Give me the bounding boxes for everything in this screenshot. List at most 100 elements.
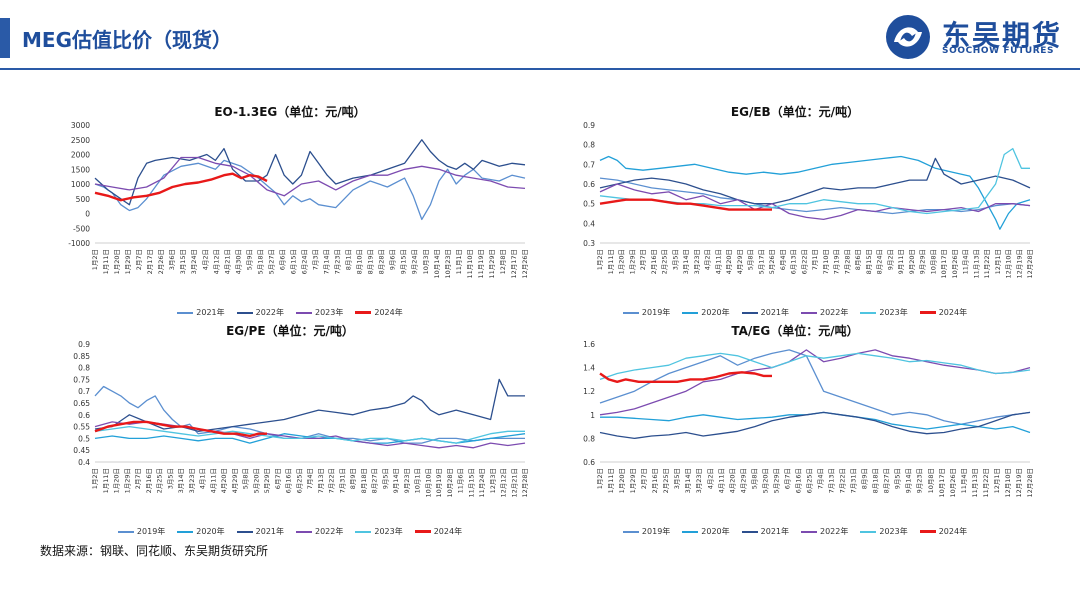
x-tick-label: 10月23日 (444, 249, 452, 279)
y-tick-label: 0.3 (583, 239, 595, 248)
legend-swatch (622, 530, 639, 533)
legend-swatch (296, 530, 312, 533)
legend-swatch (860, 530, 877, 533)
x-tick-label: 5月26日 (768, 249, 776, 274)
x-tick-label: 2月7日 (135, 249, 143, 270)
x-tick-label: 9月14日 (392, 468, 400, 493)
x-tick-label: 12月10日 (1004, 468, 1012, 498)
y-tick-label: 0.6 (78, 411, 90, 420)
legend-item: 2023年 (296, 307, 343, 318)
x-tick-label: 1月2日 (91, 249, 99, 270)
y-tick-label: 1500 (71, 165, 90, 174)
legend-label: 2020年 (701, 308, 730, 317)
legend-swatch (741, 530, 758, 533)
chart-legend: 2019年 2020年 2021年 2022年 2023年 2024年 (40, 526, 540, 537)
x-tick-label: 8月18日 (360, 468, 368, 493)
x-tick-label: 9月29日 (919, 249, 927, 274)
chart-eg-eb-plot: 0.3 0.4 0.5 0.6 0.7 0.8 0.9 1月2日 1月11日 1月20日 1月29日… (583, 121, 1034, 279)
chart-legend: 2019年 2020年 2021年 2022年 2023年 2024年 (545, 307, 1045, 318)
x-tick-label: 8月15日 (865, 249, 873, 274)
x-tick-label: 1月20日 (113, 249, 121, 274)
x-tick-label: 11月29日 (488, 249, 496, 279)
legend-swatch (801, 530, 817, 533)
x-tick-label: 12月8日 (499, 249, 507, 274)
x-tick-label: 9月23日 (403, 468, 411, 493)
legend-item: 2022年 (801, 526, 848, 537)
legend-swatch (296, 311, 312, 314)
x-tick-label: 8月1日 (345, 249, 353, 270)
x-tick-label: 7月1日 (811, 249, 819, 270)
x-tick-label: 10月8日 (927, 468, 935, 493)
legend-label: 2023年 (879, 308, 908, 317)
legend-item: 2020年 (177, 526, 225, 537)
x-tick-label: 7月22日 (839, 468, 847, 493)
y-tick-label: 1.2 (583, 387, 595, 396)
x-tick-label: 1月29日 (124, 249, 132, 274)
x-tick-label: 7月14日 (323, 249, 331, 274)
y-tick-label: 0.4 (583, 219, 595, 228)
y-tick-label: 1.4 (583, 364, 595, 373)
x-tick-label: 11月4日 (960, 468, 968, 493)
x-tick-label: 6月13日 (790, 249, 798, 274)
x-tick-label: 10月1日 (414, 468, 422, 493)
x-tick-label: 4月2日 (704, 249, 712, 270)
x-tick-label: 3月6日 (168, 249, 176, 270)
legend-item: 2021年 (741, 526, 789, 537)
x-tick-label: 9月5日 (894, 468, 902, 489)
x-tick-label: 8月27日 (371, 468, 379, 493)
x-tick-label: 1月29日 (628, 249, 636, 274)
x-tick-label: 11月1日 (455, 249, 463, 274)
y-tick-label: 0.55 (73, 423, 90, 432)
legend-swatch (741, 311, 758, 314)
header-rule (0, 68, 1080, 70)
x-tick-label: 2月7日 (640, 468, 648, 489)
x-tick-label: 12月21日 (510, 468, 518, 498)
x-tick-label: 3月15日 (179, 249, 187, 274)
legend-swatch (801, 311, 817, 314)
x-tick-label: 6月16日 (794, 468, 802, 493)
x-tick-label: 2月17日 (146, 249, 154, 274)
x-tick-label: 8月19日 (367, 249, 375, 274)
x-tick-label: 11月4日 (962, 249, 970, 274)
x-tick-label: 9月5日 (381, 468, 389, 489)
legend-label: 2020年 (196, 527, 225, 536)
x-tick-label: 5月29日 (772, 468, 780, 493)
chart-legend: 2021年 2022年 2023年 2024年 (40, 307, 540, 318)
legend-item: 2024年 (355, 307, 403, 318)
x-tick-label: 6月6日 (278, 249, 286, 270)
legend-swatch (682, 311, 699, 314)
chart-eg-eb: EG/EB（单位：元/吨） 0.3 0.4 0.5 0.6 0.7 0.8 0.9 1月2日 1… (545, 103, 1045, 318)
x-tick-label: 12月10日 (1005, 249, 1013, 279)
x-tick-label: 2月7日 (134, 468, 142, 489)
x-tick-label: 1月11日 (102, 468, 110, 493)
x-tick-label: 1月11日 (102, 249, 110, 274)
y-tick-label: 0.6 (583, 180, 595, 189)
x-tick-label: 8月10日 (356, 249, 364, 274)
y-tick-label: 1.6 (583, 340, 595, 349)
legend-label: 2022年 (820, 308, 849, 317)
legend-label: 2019年 (641, 308, 671, 317)
x-tick-label: 7月19日 (833, 249, 841, 274)
y-tick-label: 0.8 (583, 141, 595, 150)
x-tick-label: 7月22日 (328, 468, 336, 493)
x-tick-label: 6月7日 (274, 468, 282, 489)
slide-title: MEG估值比价（现货） (22, 28, 232, 52)
x-tick-label: 12月28日 (1026, 249, 1034, 279)
x-tick-label: 4月20日 (220, 468, 228, 493)
x-tick-label: 6月24日 (300, 249, 308, 274)
slide-header: MEG估值比价（现货） 东吴期货 SOOCHOW FUTURES (0, 0, 1080, 70)
x-tick-label: 11月13日 (972, 249, 980, 279)
x-tick-label: 3月14日 (177, 468, 185, 493)
x-tick-label: 7月28日 (843, 249, 851, 274)
legend-label: 2024年 (938, 308, 968, 317)
legend-item: 2024年 (919, 307, 968, 318)
x-tick-label: 11月19日 (477, 249, 485, 279)
x-tick-label: 1月20日 (113, 468, 121, 493)
x-tick-label: 12月26日 (521, 249, 529, 279)
x-tick-label: 10月26日 (951, 249, 959, 279)
x-tick-label: 5月29日 (263, 468, 271, 493)
x-tick-label: 12月1日 (994, 249, 1002, 274)
legend-item: 2023年 (860, 526, 908, 537)
x-tick-label: 12月19日 (1015, 468, 1023, 498)
